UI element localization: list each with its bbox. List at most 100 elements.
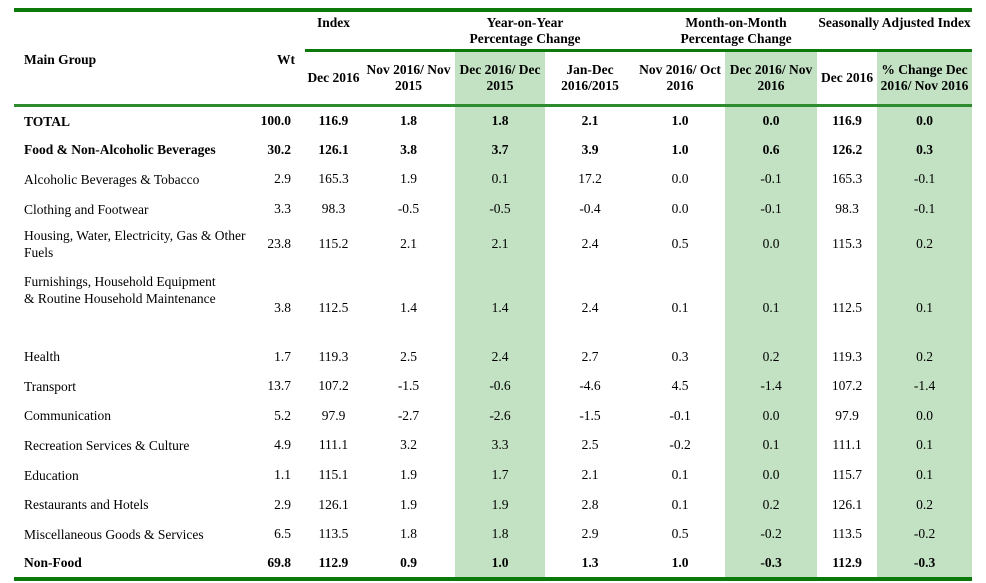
cell-value: 2.5 bbox=[400, 348, 417, 364]
cell-value: 0.1 bbox=[725, 264, 818, 342]
table-row: Transport 13.7 107.2 -1.5 -0.6 -4.6 4.5 -1.4 107… bbox=[14, 371, 973, 402]
cell-value: 1.9 bbox=[400, 467, 417, 483]
row-label: Food & Non-Alcoholic Beverages bbox=[24, 142, 216, 158]
cell-value: 107.2 bbox=[831, 378, 863, 394]
cell-value: 2.9 bbox=[581, 526, 599, 542]
cell-value: -2.6 bbox=[455, 401, 545, 431]
cell-value: -0.1 bbox=[669, 407, 691, 423]
cell-value: 2.5 bbox=[581, 437, 599, 453]
row-label: Miscellaneous Goods & Services bbox=[24, 526, 204, 542]
table-row: Recreation Services & Culture 4.9 111.1 3.2… bbox=[14, 430, 973, 461]
cell-value: 3.8 bbox=[274, 300, 291, 316]
table-row: Furnishings, Household Equipment & Routi… bbox=[14, 264, 973, 342]
cell-value: 1.4 bbox=[455, 264, 545, 342]
table-row: Health 1.7 119.3 2.5 2.4 2.7 0.3 0.2 119.3 0.2 bbox=[14, 341, 973, 372]
row-label: Recreation Services & Culture bbox=[24, 437, 190, 453]
cell-value: 1.0 bbox=[671, 141, 689, 157]
cell-value: -0.3 bbox=[877, 549, 973, 579]
cell-value: 111.1 bbox=[318, 437, 349, 453]
cell-value: 126.2 bbox=[831, 141, 863, 157]
cell-value: 2.8 bbox=[581, 496, 599, 512]
cell-value: -1.4 bbox=[725, 371, 818, 402]
cell-value: 3.3 bbox=[274, 201, 291, 217]
row-label: Education bbox=[24, 467, 79, 483]
cell-value: 113.5 bbox=[318, 526, 349, 542]
cell-value: 1.4 bbox=[400, 300, 417, 316]
table-row: Communication 5.2 97.9 -2.7 -2.6 -1.5 -0.1 0.0 9… bbox=[14, 401, 973, 431]
cell-value: -0.4 bbox=[579, 201, 601, 217]
cell-value: 17.2 bbox=[578, 171, 602, 187]
cell-value: 112.5 bbox=[832, 300, 862, 316]
col-yoy-jan-dec: Jan-Dec 2016/2015 bbox=[545, 49, 636, 106]
cell-value: 0.1 bbox=[877, 460, 973, 490]
cell-value: 112.9 bbox=[318, 554, 349, 570]
col-yoy-dec: Dec 2016/ Dec 2015 bbox=[455, 49, 545, 106]
cell-value: 30.2 bbox=[267, 141, 291, 157]
table-row: Non-Food 69.8 112.9 0.9 1.0 1.3 1.0 -0.3 112.9 -0… bbox=[14, 549, 973, 579]
cell-value: 107.2 bbox=[318, 378, 349, 394]
cell-value: 0.0 bbox=[671, 201, 689, 217]
cell-value: 0.2 bbox=[877, 489, 973, 520]
row-label: Communication bbox=[24, 408, 111, 424]
cell-value: 0.0 bbox=[877, 401, 973, 431]
table-row: Miscellaneous Goods & Services 6.5 113.5 1.… bbox=[14, 519, 973, 550]
table-row: Clothing and Footwear 3.3 98.3 -0.5 -0.5 -0.4… bbox=[14, 194, 973, 224]
cell-value: 0.1 bbox=[671, 496, 689, 512]
header-index-group: Index bbox=[316, 15, 350, 30]
cell-value: 126.1 bbox=[318, 141, 349, 157]
cell-value: 69.8 bbox=[267, 554, 291, 570]
cell-value: 2.1 bbox=[581, 113, 599, 129]
cell-value: 0.1 bbox=[455, 164, 545, 195]
table-row: Food & Non-Alcoholic Beverages 30.2 126.1 3… bbox=[14, 135, 973, 165]
cell-value: 115.3 bbox=[832, 236, 862, 252]
table-row: TOTAL 100.0 116.9 1.8 1.8 2.1 1.0 0.0 116.9 0.0 bbox=[14, 105, 973, 136]
cell-value: 0.9 bbox=[400, 554, 417, 570]
cell-value: 126.1 bbox=[318, 496, 349, 512]
cell-value: 1.8 bbox=[400, 113, 417, 129]
cell-value: 3.2 bbox=[400, 437, 417, 453]
cell-value: -2.7 bbox=[397, 407, 420, 423]
cell-value: -0.1 bbox=[725, 164, 818, 195]
cell-value: 0.0 bbox=[725, 401, 818, 431]
cell-value: 165.3 bbox=[831, 171, 863, 187]
cell-value: 0.6 bbox=[725, 135, 818, 165]
cell-value: -1.4 bbox=[877, 371, 973, 402]
cell-value: -0.6 bbox=[455, 371, 545, 402]
cell-value: 113.5 bbox=[832, 526, 862, 542]
cell-value: 0.1 bbox=[877, 264, 973, 342]
cell-value: 0.1 bbox=[877, 430, 973, 461]
header-mom-group: Month-on-Month Percentage Change bbox=[680, 15, 792, 46]
row-label: Clothing and Footwear bbox=[24, 201, 149, 217]
cell-value: -0.5 bbox=[397, 201, 420, 217]
cell-value: 0.3 bbox=[671, 348, 689, 364]
cell-value: 100.0 bbox=[260, 113, 291, 129]
col-mom-dec-nov: Dec 2016/ Nov 2016 bbox=[725, 49, 818, 106]
cell-value: 3.8 bbox=[400, 141, 417, 157]
cell-value: 116.9 bbox=[318, 113, 349, 129]
cell-value: 1.0 bbox=[671, 554, 689, 570]
table-row: Education 1.1 115.1 1.9 1.7 2.1 0.1 0.0 115.7 0.1 bbox=[14, 460, 973, 490]
cell-value: 97.9 bbox=[321, 407, 346, 423]
cell-value: 2.1 bbox=[455, 223, 545, 265]
cell-value: 1.0 bbox=[671, 113, 689, 129]
cell-value: 0.0 bbox=[725, 105, 818, 136]
cell-value: 1.9 bbox=[400, 496, 417, 512]
cell-value: 97.9 bbox=[835, 407, 859, 423]
cell-value: 2.4 bbox=[581, 236, 599, 252]
cell-value: -0.2 bbox=[725, 519, 818, 550]
cell-value: 119.3 bbox=[832, 348, 862, 364]
cell-value: 23.8 bbox=[267, 236, 291, 252]
col-index-dec-2016: Dec 2016 bbox=[305, 49, 362, 106]
cell-value: 4.5 bbox=[671, 378, 689, 394]
row-label: Non-Food bbox=[24, 555, 82, 571]
table-row: Alcoholic Beverages & Tobacco 2.9 165.3 1.9… bbox=[14, 164, 973, 195]
cell-value: -0.1 bbox=[725, 194, 818, 224]
cell-value: 1.7 bbox=[274, 348, 291, 364]
cell-value: 0.0 bbox=[671, 171, 689, 187]
cell-value: 2.4 bbox=[455, 341, 545, 372]
cell-value: 115.7 bbox=[832, 467, 862, 483]
cell-value: -0.3 bbox=[725, 549, 818, 579]
cell-value: 2.7 bbox=[581, 348, 599, 364]
cell-value: 1.9 bbox=[455, 489, 545, 520]
cell-value: 112.9 bbox=[832, 554, 862, 570]
